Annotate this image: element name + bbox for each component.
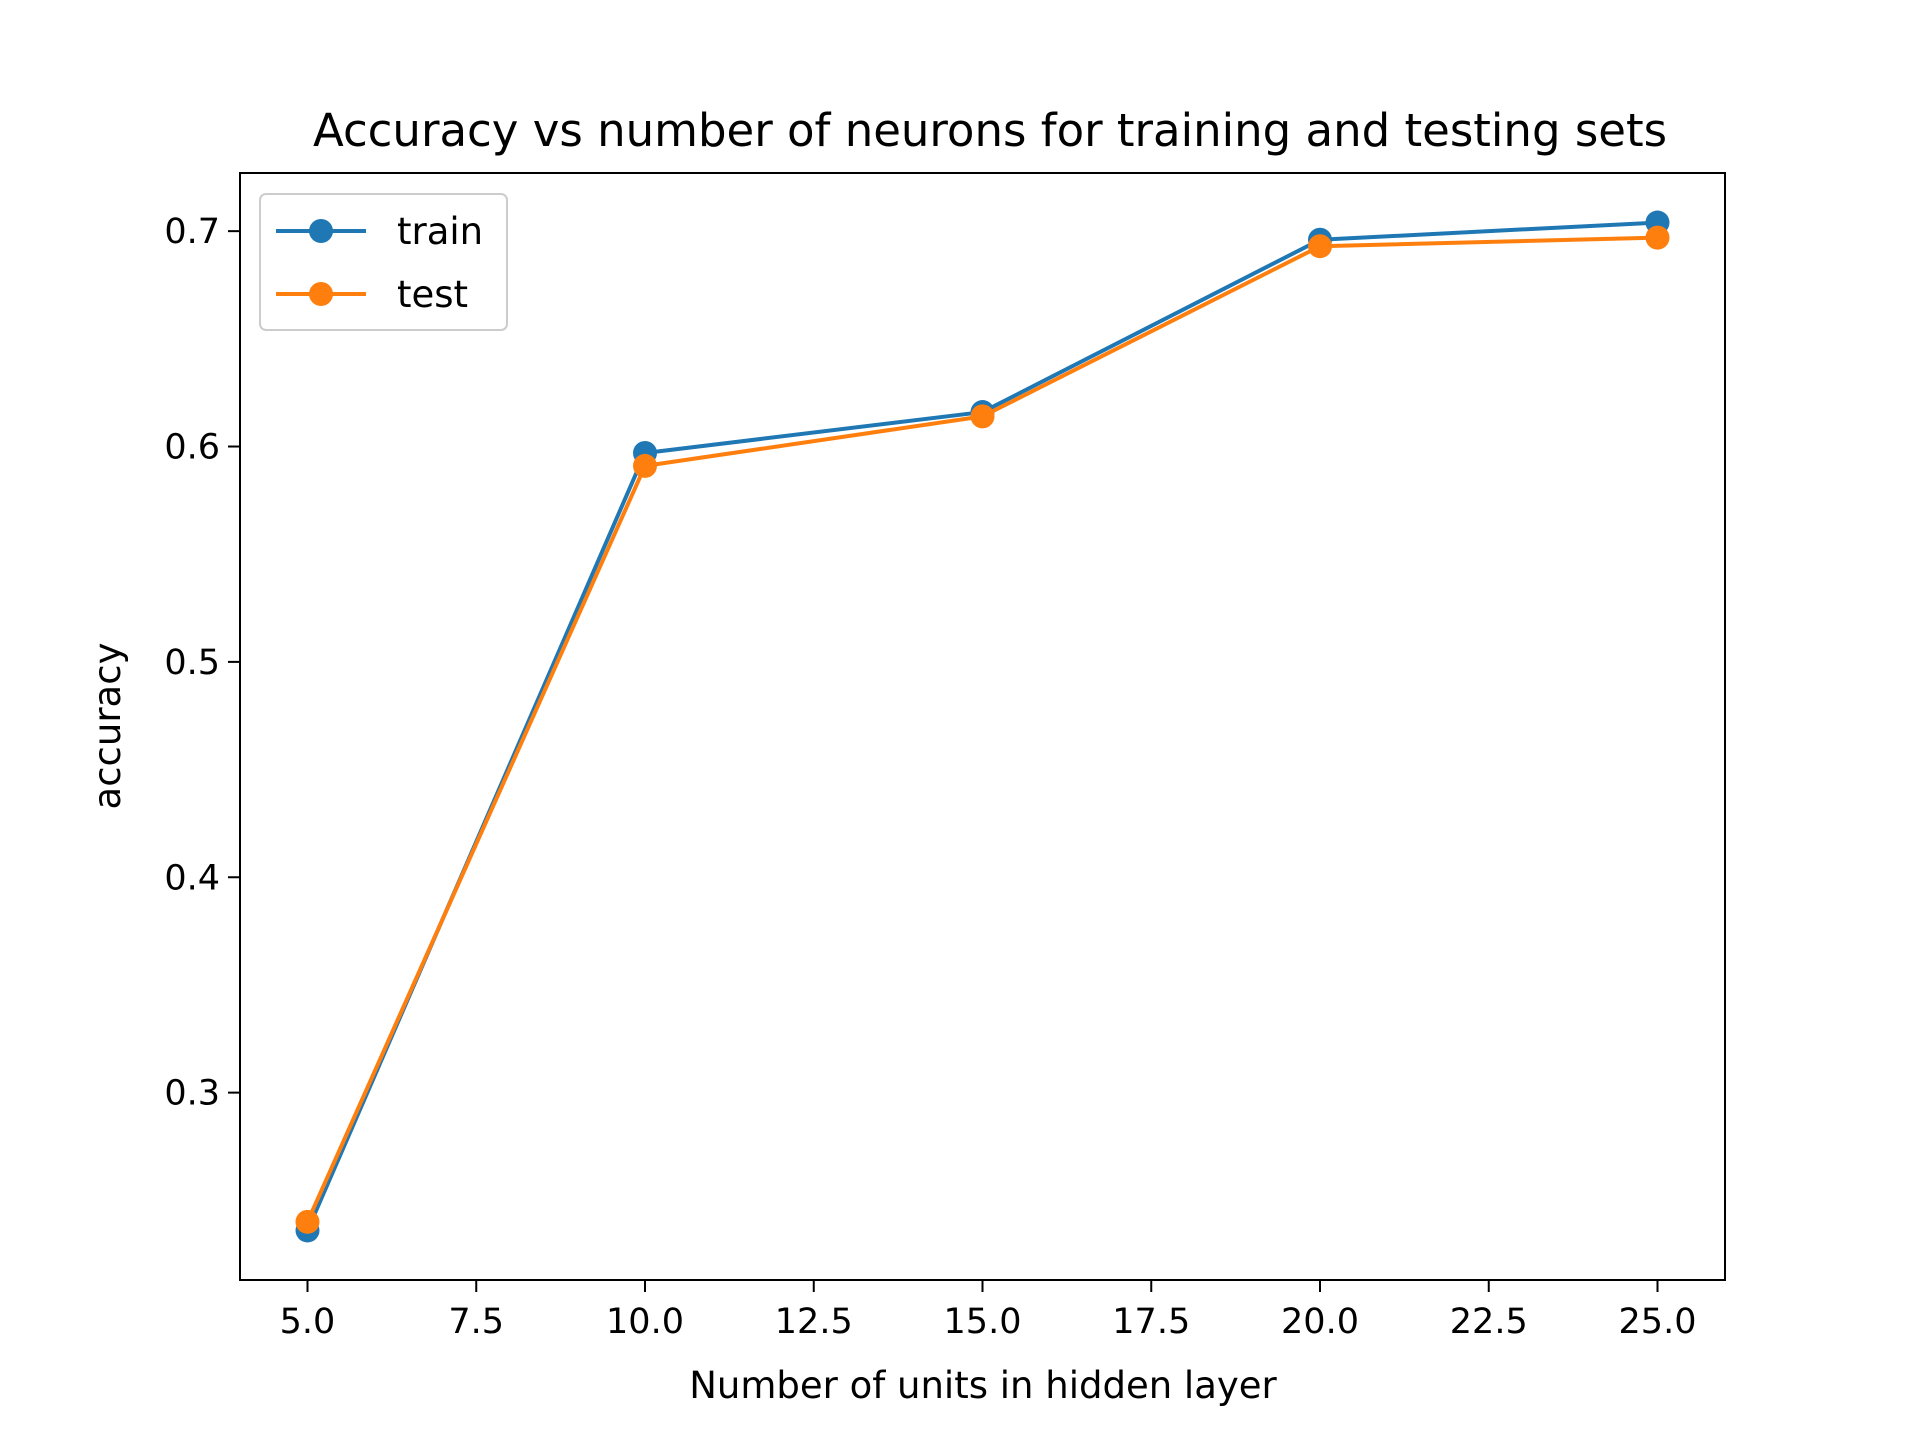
x-tick-label: 17.5 [1112, 1302, 1190, 1342]
x-tick-label: 7.5 [448, 1302, 504, 1342]
y-tick-label: 0.6 [164, 428, 220, 468]
x-tick-label: 22.5 [1450, 1302, 1528, 1342]
legend-label: train [397, 210, 483, 253]
data-point-test [1308, 234, 1332, 259]
x-tick-label: 10.0 [606, 1302, 684, 1342]
plot-area [239, 172, 1726, 1281]
y-axis-label: accuracy [86, 643, 129, 810]
legend-item-test: test [276, 273, 468, 316]
series-test [295, 225, 1670, 1234]
legend-swatch-marker [309, 219, 333, 243]
y-tick-label: 0.5 [164, 643, 220, 683]
series-line-test [305, 235, 1658, 1223]
legend-swatch-marker [309, 282, 333, 306]
legend: train test [259, 193, 508, 331]
series-train [295, 210, 1670, 1243]
data-point-test [1645, 225, 1670, 250]
data-point-test [970, 404, 995, 429]
x-tick-label: 5.0 [280, 1302, 336, 1342]
y-axis: 0.3 0.4 0.5 0.6 0.7 [164, 212, 240, 1114]
x-tick-label: 15.0 [944, 1302, 1022, 1342]
series-layer [295, 210, 1670, 1243]
legend-label: test [397, 273, 468, 316]
data-point-test [295, 1209, 320, 1234]
x-axis: 5.0 7.5 10.0 12.5 15.0 17.5 20.0 22.5 25.0 [280, 1280, 1697, 1342]
x-axis-label: Number of units in hidden layer [689, 1364, 1277, 1407]
plot-frame [239, 172, 1726, 1281]
y-tick-label: 0.7 [164, 212, 220, 252]
chart-title: Accuracy vs number of neurons for traini… [313, 104, 1667, 157]
x-tick-label: 20.0 [1281, 1302, 1359, 1342]
series-line-train [305, 220, 1658, 1232]
legend-item-train: train [276, 210, 483, 253]
x-tick-label: 25.0 [1619, 1302, 1697, 1342]
y-tick-label: 0.4 [164, 858, 220, 898]
y-tick-label: 0.3 [164, 1074, 220, 1114]
x-tick-label: 12.5 [775, 1302, 853, 1342]
data-point-test [633, 453, 657, 478]
